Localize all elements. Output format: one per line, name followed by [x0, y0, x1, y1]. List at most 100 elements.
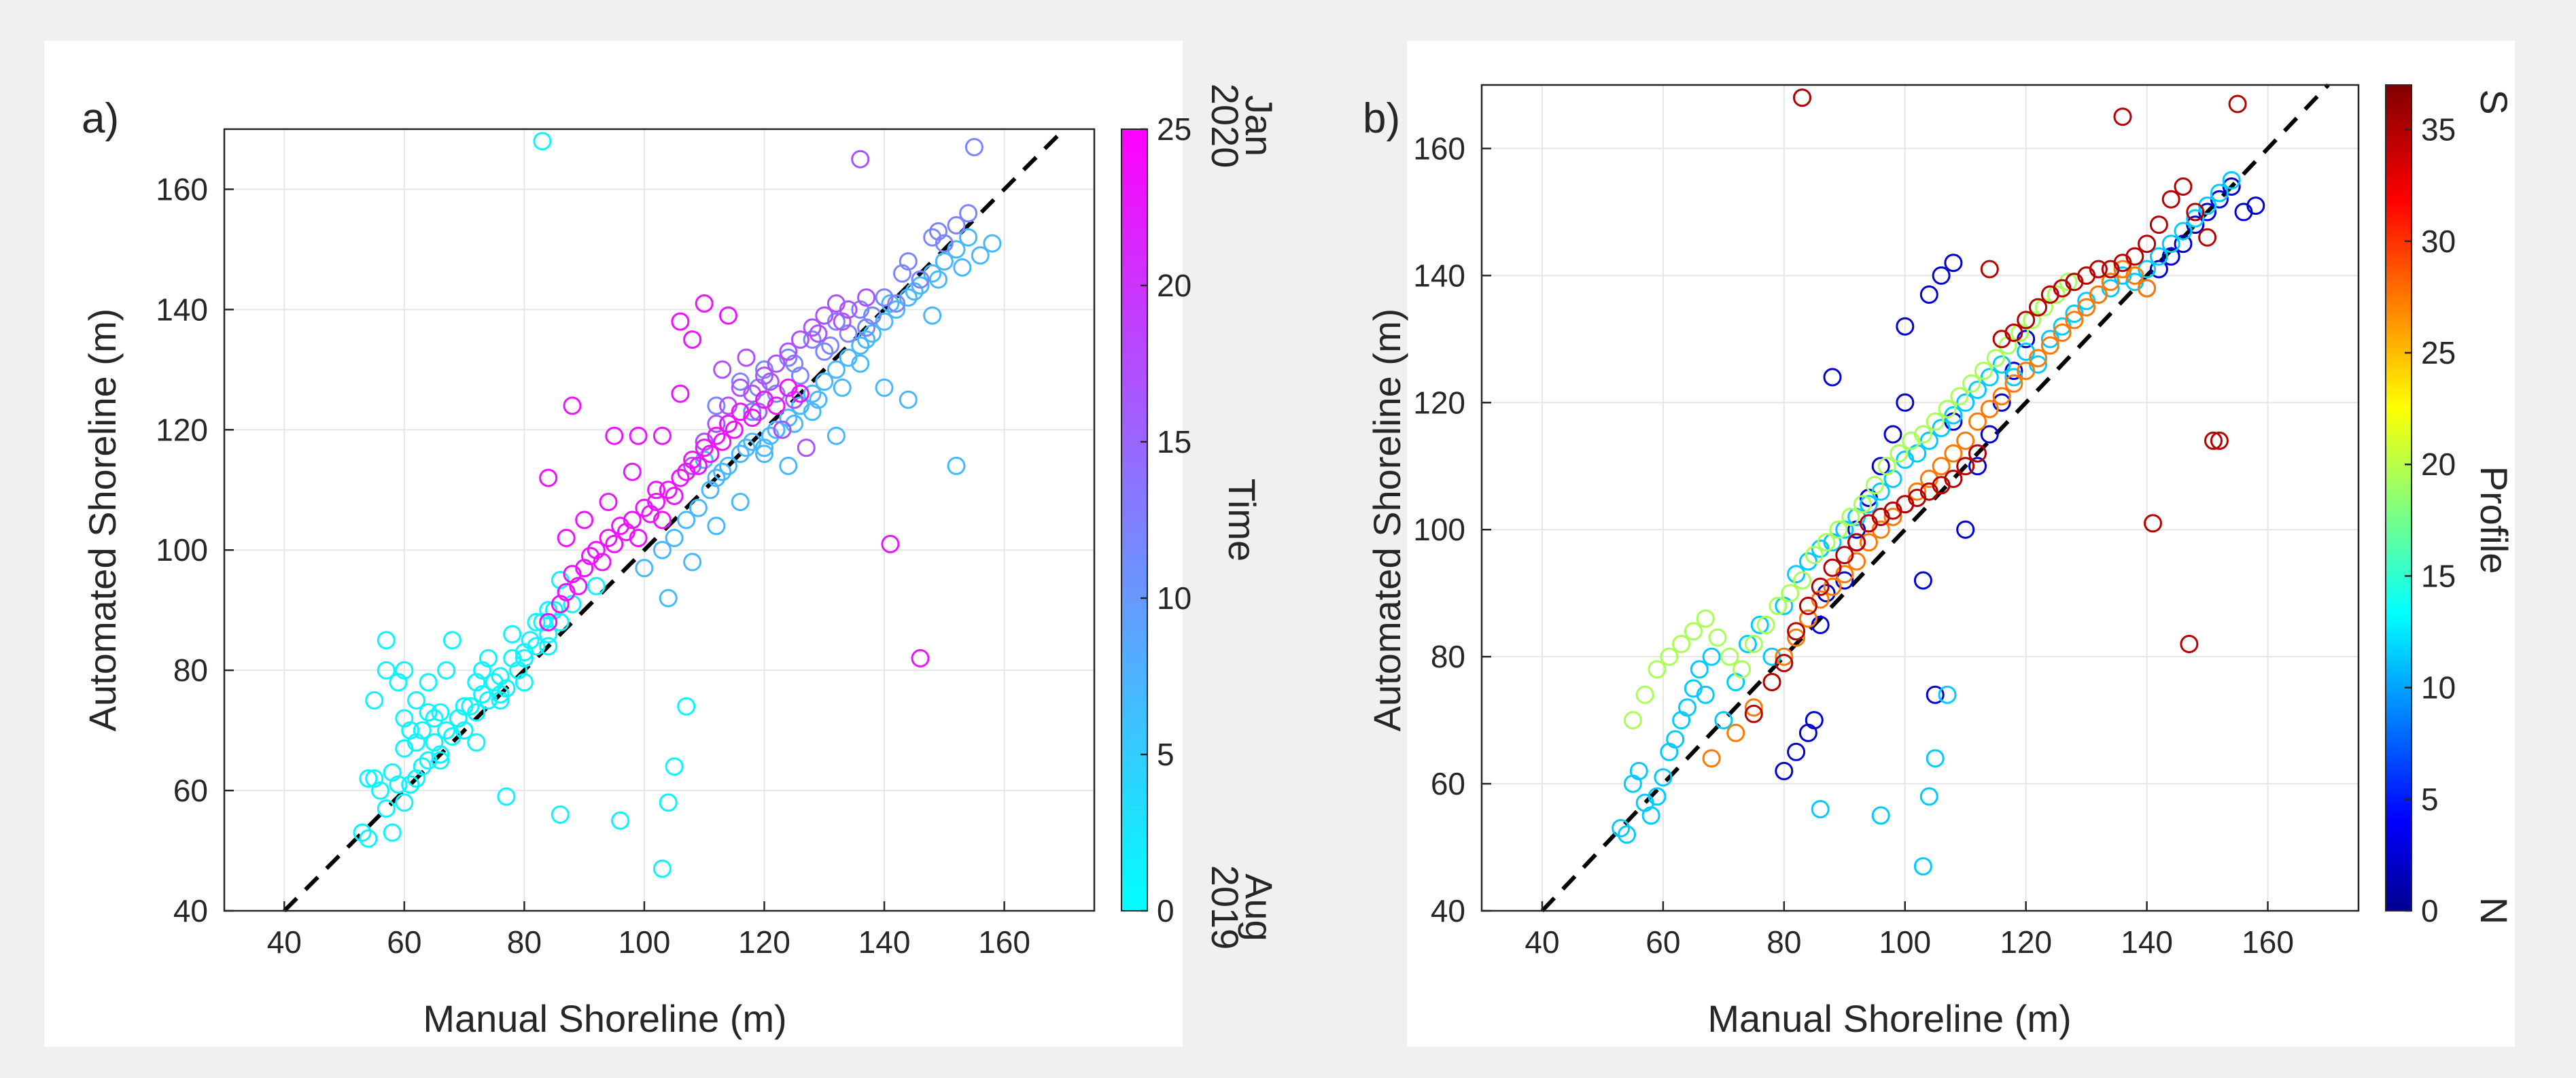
scatter-point [815, 306, 834, 325]
scatter-point [743, 408, 762, 428]
panel-b-colorbar-bottom-label: N [2473, 897, 2516, 924]
scatter-point [545, 601, 563, 620]
panel-b-colorbar-top-label: S [2473, 89, 2516, 114]
scatter-point [527, 637, 546, 656]
scatter-point [431, 745, 450, 764]
scatter-point [1871, 482, 1890, 501]
scatter-point [497, 679, 516, 698]
scatter-point [935, 234, 954, 253]
scatter-point [695, 432, 714, 451]
scatter-point [2138, 279, 2157, 298]
scatter-point [1853, 495, 1872, 514]
scatter-point [623, 462, 642, 481]
scatter-point [1896, 317, 1915, 336]
scatter-point [1890, 444, 1909, 463]
panel-a-colorbar-bottom-year: 2019 [1204, 865, 1247, 950]
scatter-point [1986, 349, 2005, 368]
scatter-point [755, 360, 773, 379]
scatter-point [611, 811, 630, 830]
scatter-point [551, 595, 570, 614]
scatter-point [491, 685, 510, 703]
y-tick-label: 60 [1431, 766, 1465, 801]
scatter-point [1944, 470, 1963, 488]
scatter-point [983, 234, 1002, 253]
y-tick-label: 160 [156, 171, 208, 207]
scatter-point [1883, 508, 1902, 526]
scatter-point [377, 661, 396, 680]
scatter-point [695, 294, 714, 313]
y-tick-label: 100 [156, 532, 208, 568]
colorbar-tick-label: 10 [1157, 580, 1191, 616]
scatter-point [395, 793, 414, 812]
panel-b-background [1407, 41, 2515, 1047]
scatter-point [2077, 298, 2096, 317]
scatter-point [815, 372, 834, 391]
scatter-point [2089, 260, 2108, 279]
scatter-point [629, 529, 648, 547]
scatter-point [1956, 457, 1975, 476]
scatter-point [365, 769, 384, 788]
scatter-point [2125, 247, 2144, 266]
colorbar-tick-label: 20 [2421, 447, 2456, 482]
scatter-point [2198, 228, 2217, 247]
scatter-point [659, 589, 678, 608]
scatter-point [425, 733, 444, 752]
scatter-point [2174, 177, 2193, 196]
scatter-point [1618, 825, 1636, 844]
scatter-point [2065, 311, 2084, 330]
scatter-point [647, 481, 666, 500]
scatter-point [413, 757, 432, 776]
y-tick-label: 80 [173, 653, 208, 688]
scatter-point [605, 534, 624, 553]
scatter-point [419, 703, 438, 722]
scatter-point [419, 673, 438, 692]
scatter-point [539, 637, 558, 656]
scatter-point [755, 390, 773, 409]
scatter-point [1913, 425, 1932, 444]
scatter-point [1684, 622, 1703, 641]
scatter-point [1787, 565, 1806, 584]
scatter-point [425, 709, 444, 728]
scatter-point [563, 565, 582, 584]
scatter-point [779, 342, 798, 361]
scatter-point [2017, 362, 2036, 381]
scatter-point [767, 354, 786, 373]
scatter-point [1678, 698, 1696, 717]
scatter-point [2174, 234, 2193, 254]
y-tick-label: 100 [1413, 512, 1465, 547]
scatter-point [1944, 254, 1963, 273]
panel-b-y-label: Automated Shoreline (m) [1365, 309, 1408, 732]
scatter-point [1956, 431, 1975, 450]
scatter-point [377, 631, 396, 650]
panel-a-colorbar-label: Time [1221, 479, 1264, 561]
scatter-point [473, 661, 492, 680]
y-tick-label: 80 [1431, 639, 1465, 674]
scatter-point [815, 342, 834, 361]
scatter-point [773, 420, 792, 439]
scatter-point [1926, 412, 1945, 431]
scatter-point [875, 288, 894, 307]
scatter-point [2186, 209, 2205, 228]
scatter-point [1733, 660, 1752, 679]
x-tick-label: 80 [507, 924, 542, 960]
x-tick-label: 40 [267, 924, 302, 960]
scatter-point [581, 546, 599, 566]
scatter-point [701, 445, 720, 464]
scatter-point [652, 510, 672, 529]
scatter-point [665, 529, 684, 547]
scatter-point [731, 372, 750, 391]
scatter-point [509, 661, 528, 680]
panel-a-colorbar-bottom-month: Aug [1238, 873, 1281, 941]
scatter-point [2029, 349, 2047, 368]
scatter-point [1702, 647, 1721, 666]
scatter-point [1823, 368, 1842, 387]
scatter-point [1932, 457, 1951, 476]
scatter-point [1835, 546, 1854, 565]
scatter-point [2138, 234, 2157, 254]
scatter-point [395, 661, 414, 680]
scatter-point [455, 721, 474, 740]
scatter-point [359, 829, 378, 848]
scatter-point [779, 456, 798, 475]
scatter-point [857, 330, 876, 349]
colorbar-tick-label: 5 [2421, 782, 2439, 817]
